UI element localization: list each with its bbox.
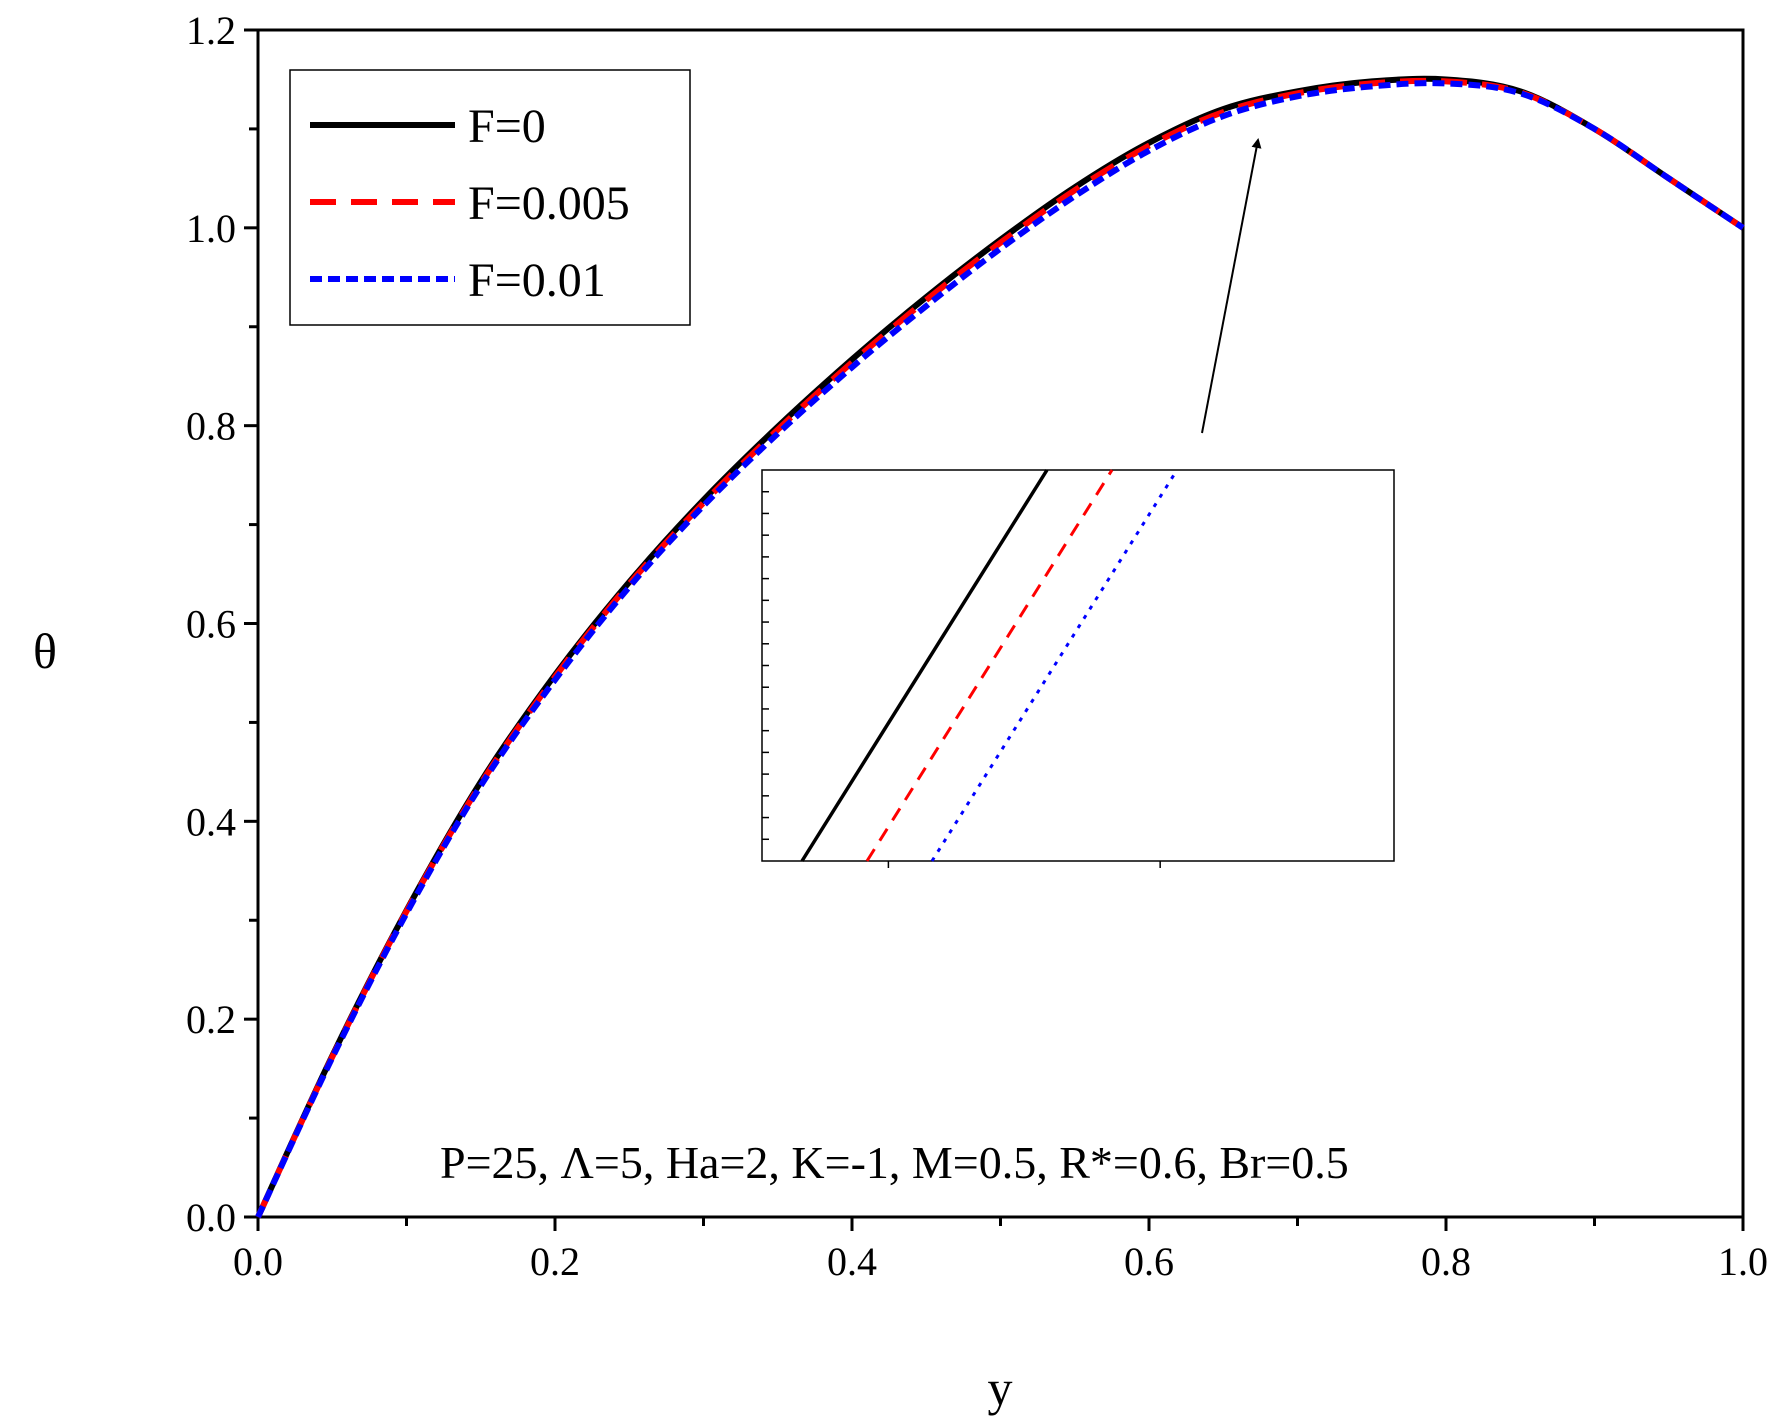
y-tick-label-6: 1.2 [186,8,236,53]
y-tick-label-4: 0.8 [186,404,236,449]
legend: F=0 F=0.005 F=0.01 [289,69,691,326]
inset-series-line-1 [865,469,1114,862]
y-tick-label-3: 0.6 [186,602,236,647]
inset-series-line-0 [800,469,1049,862]
legend-label-2: F=0.01 [468,254,606,307]
series-line-2 [255,80,1745,1219]
y-axis-ticks: 0.0 0.2 0.4 0.6 0.8 1.0 1.2 [186,8,258,1240]
x-tick-label-1: 0.2 [530,1239,580,1284]
x-tick-label-0: 0.0 [233,1239,283,1284]
series-layer [255,75,1745,1219]
parameter-annotation: P=25, Λ=5, Ha=2, K=-1, M=0.5, R*=0.6, Br… [440,1137,1349,1188]
x-axis-ticks: 0.0 0.2 0.4 0.6 0.8 1.0 [233,1217,1768,1284]
y-axis-title: θ [33,623,57,679]
x-tick-label-2: 0.4 [827,1239,877,1284]
x-tick-label-4: 0.8 [1421,1239,1471,1284]
x-tick-label-3: 0.6 [1124,1239,1174,1284]
x-axis-title: y [988,1360,1013,1416]
y-tick-label-5: 1.0 [186,206,236,251]
inset-ticks [762,490,1161,868]
inset-zoom [761,469,1395,868]
y-tick-label-0: 0.0 [186,1195,236,1240]
y-tick-label-1: 0.2 [186,997,236,1042]
legend-label-1: F=0.005 [468,177,630,230]
x-tick-label-5: 1.0 [1718,1239,1768,1284]
inset-frame [761,469,1395,862]
y-tick-label-2: 0.4 [186,799,236,844]
legend-box [289,69,691,326]
legend-label-0: F=0 [468,100,546,153]
zoom-arrow [1201,138,1262,434]
inset-lines [800,469,1179,862]
